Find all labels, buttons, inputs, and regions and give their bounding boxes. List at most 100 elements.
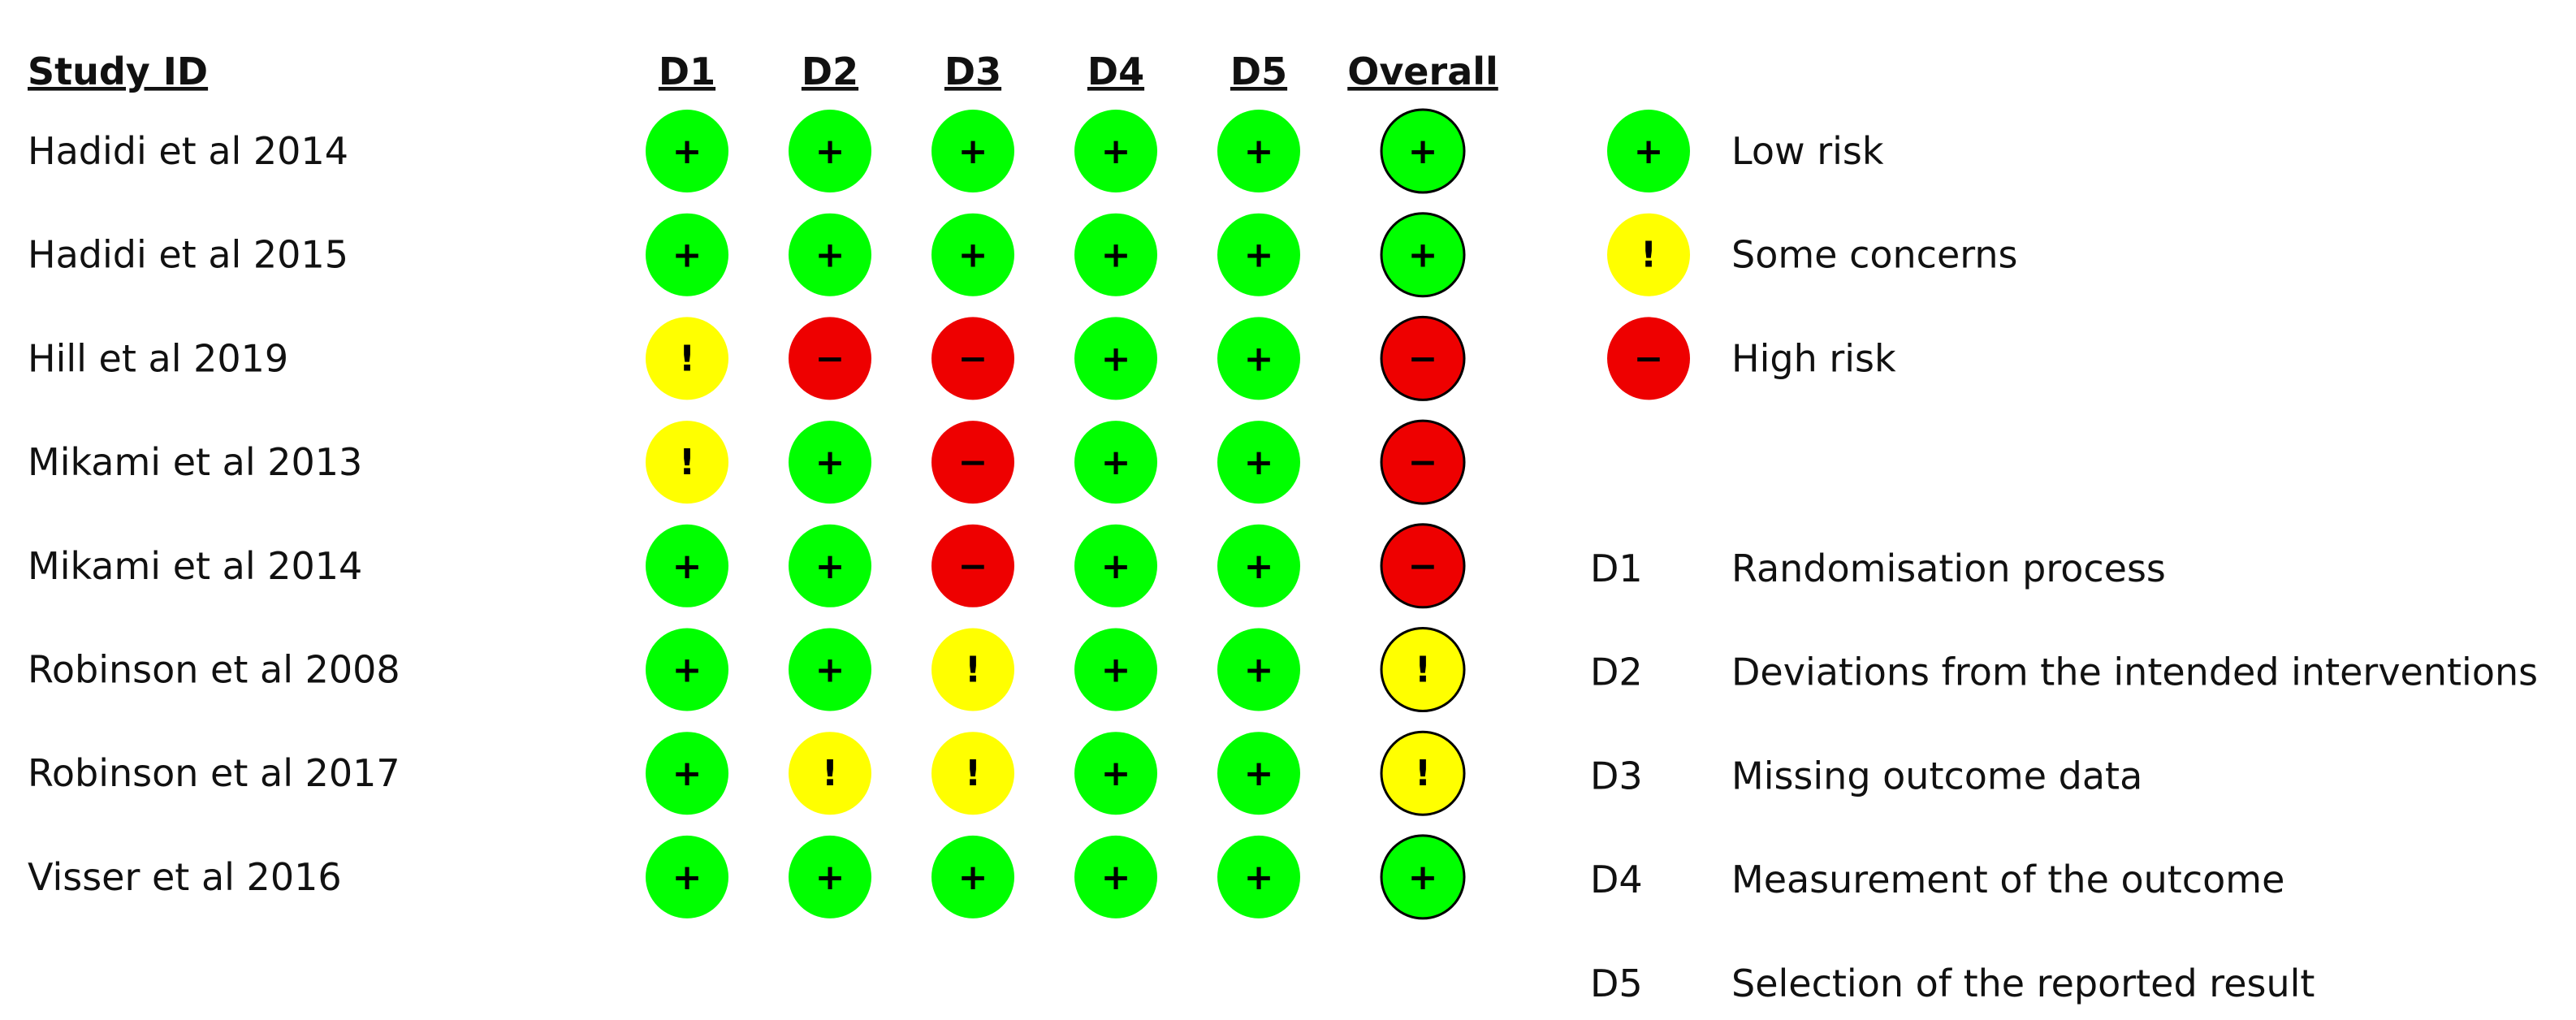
rating-d3-low: + [931,213,1014,296]
rating-circle [1074,317,1157,400]
domain-header-d4: D4 [1087,50,1144,93]
rating-circle [1607,110,1690,192]
domain-label: Selection of the reported result [1731,962,2315,1005]
rating-symbol: + [1408,235,1438,276]
rating-d4-low: + [1074,421,1157,504]
rating-symbol: + [815,131,845,172]
rating-symbol: + [815,235,845,276]
rating-circle [931,317,1014,400]
domain-label: Randomisation process [1731,547,2166,590]
rating-symbol: + [958,131,988,172]
rating-symbol: + [1101,857,1131,898]
rating-symbol: + [672,235,702,276]
rating-circle [1380,523,1466,609]
rating-circle [931,421,1014,504]
legend-marker-some: ! [1607,213,1690,296]
study-id-header: Study ID [28,50,208,93]
rating-circle [1380,627,1466,712]
domain-header-d3: D3 [944,50,1001,93]
rating-symbol: ! [1415,753,1431,794]
rating-d5-low: + [1217,110,1300,192]
rating-circle [1217,110,1300,192]
domain-header-d1: D1 [659,50,715,93]
rating-circle [931,110,1014,192]
rating-symbol: + [1244,338,1274,379]
rating-d2-low: + [789,835,871,918]
rating-d4-low: + [1074,524,1157,607]
rating-d5-low: + [1217,213,1300,296]
rating-d3-high: − [931,317,1014,400]
rating-symbol: + [1101,650,1131,691]
rating-d3-low: + [931,835,1014,918]
rating-d5-low: + [1217,835,1300,918]
rating-d2-low: + [789,213,871,296]
rating-d5-low: + [1217,524,1300,607]
rating-symbol: + [1101,442,1131,483]
rating-circle [789,524,871,607]
rating-overall-low: + [1380,212,1466,298]
legend-marker-high: − [1607,317,1690,400]
rating-circle [646,835,728,918]
rating-symbol: + [1244,235,1274,276]
rating-symbol: + [815,442,845,483]
rating-symbol: + [1101,546,1131,587]
rating-circle [1074,732,1157,815]
rating-symbol: + [958,857,988,898]
rating-symbol: ! [679,442,695,483]
rating-overall-high: − [1380,315,1466,401]
study-name: Mikami et al 2014 [28,544,362,588]
rating-d5-low: + [1217,421,1300,504]
rating-symbol: ! [822,753,838,794]
rating-circle [931,628,1014,711]
legend-marker-low: + [1607,110,1690,192]
rating-symbol: ! [1415,650,1431,691]
domain-code: D5 [1590,962,1643,1005]
rating-d3-low: + [931,110,1014,192]
rating-circle [1607,213,1690,296]
rating-d4-low: + [1074,213,1157,296]
rating-circle [1217,524,1300,607]
rating-overall-some: ! [1380,730,1466,816]
rating-overall-low: + [1380,834,1466,920]
rating-d4-low: + [1074,110,1157,192]
rating-overall-some: ! [1380,627,1466,712]
rating-circle [789,628,871,711]
rating-symbol: − [958,546,988,587]
study-name: Robinson et al 2008 [28,648,400,692]
rating-circle [1380,730,1466,816]
rating-symbol: + [1408,131,1438,172]
domain-label: Missing outcome data [1731,754,2142,797]
rating-symbol: + [815,546,845,587]
rating-d5-low: + [1217,732,1300,815]
rating-circle [1074,524,1157,607]
rating-overall-low: + [1380,108,1466,194]
legend-label: High risk [1731,336,1896,380]
rating-symbol: + [1634,131,1664,172]
overall-header: Overall [1347,50,1498,93]
rating-d5-low: + [1217,628,1300,711]
rating-circle [1074,213,1157,296]
rating-symbol: + [672,857,702,898]
rating-symbol: − [958,442,988,483]
rating-symbol: ! [679,338,695,379]
rating-symbol: + [1244,442,1274,483]
study-name: Hadidi et al 2015 [28,233,348,277]
rating-circle [789,317,871,400]
rating-d2-some: ! [789,732,871,815]
rating-symbol: ! [965,753,981,794]
rating-d4-low: + [1074,732,1157,815]
rating-d3-high: − [931,524,1014,607]
rating-d4-low: + [1074,317,1157,400]
rating-circle [1217,213,1300,296]
rating-d1-low: + [646,835,728,918]
rating-overall-high: − [1380,523,1466,609]
rating-circle [1217,421,1300,504]
rating-circle [646,628,728,711]
study-name: Robinson et al 2017 [28,751,400,795]
rating-d1-low: + [646,524,728,607]
rating-circle [646,110,728,192]
rating-symbol: + [1244,650,1274,691]
domain-code: D3 [1590,754,1643,797]
rating-symbol: + [1244,857,1274,898]
